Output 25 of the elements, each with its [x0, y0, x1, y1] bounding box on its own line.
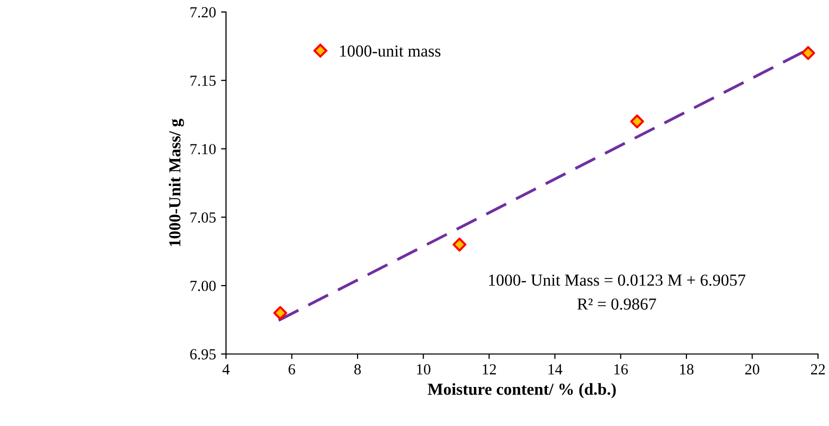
- x-tick-label: 12: [482, 364, 496, 374]
- point: [801, 46, 816, 60]
- y-tick-label: 7.05: [190, 212, 216, 223]
- x-tick-label: 14: [548, 364, 562, 374]
- x-tick-label: 4: [222, 364, 230, 374]
- y-tick-label: 7.15: [190, 76, 216, 86]
- point: [452, 238, 466, 252]
- x-tick-label: 8: [354, 364, 361, 374]
- y-axis-title: 1000-Unit Mass/ g: [168, 118, 184, 246]
- legend-label: 1000-unit mass: [340, 45, 440, 57]
- y-tick-label: 7.10: [190, 144, 216, 154]
- x-tick-label: 22: [811, 364, 825, 374]
- point: [630, 114, 644, 128]
- x-tick-label: 18: [680, 364, 694, 374]
- x-tick-label: 16: [614, 364, 628, 374]
- annotation: R² = 0.9867: [577, 298, 656, 310]
- x-axis-title: Moisture content/ % (d.b.): [428, 383, 616, 398]
- annotation: 1000- Unit Mass = 0.0123 M + 6.9057: [489, 274, 746, 286]
- x-tick-label: 20: [745, 364, 760, 374]
- y-tick-label: 7.00: [190, 280, 216, 292]
- y-tick-label: 7.20: [190, 7, 216, 18]
- x-tick-label: 6: [288, 364, 296, 374]
- y-tick-label: 6.95: [190, 349, 216, 360]
- point: [273, 306, 288, 320]
- x-tick-label: 10: [417, 364, 430, 374]
